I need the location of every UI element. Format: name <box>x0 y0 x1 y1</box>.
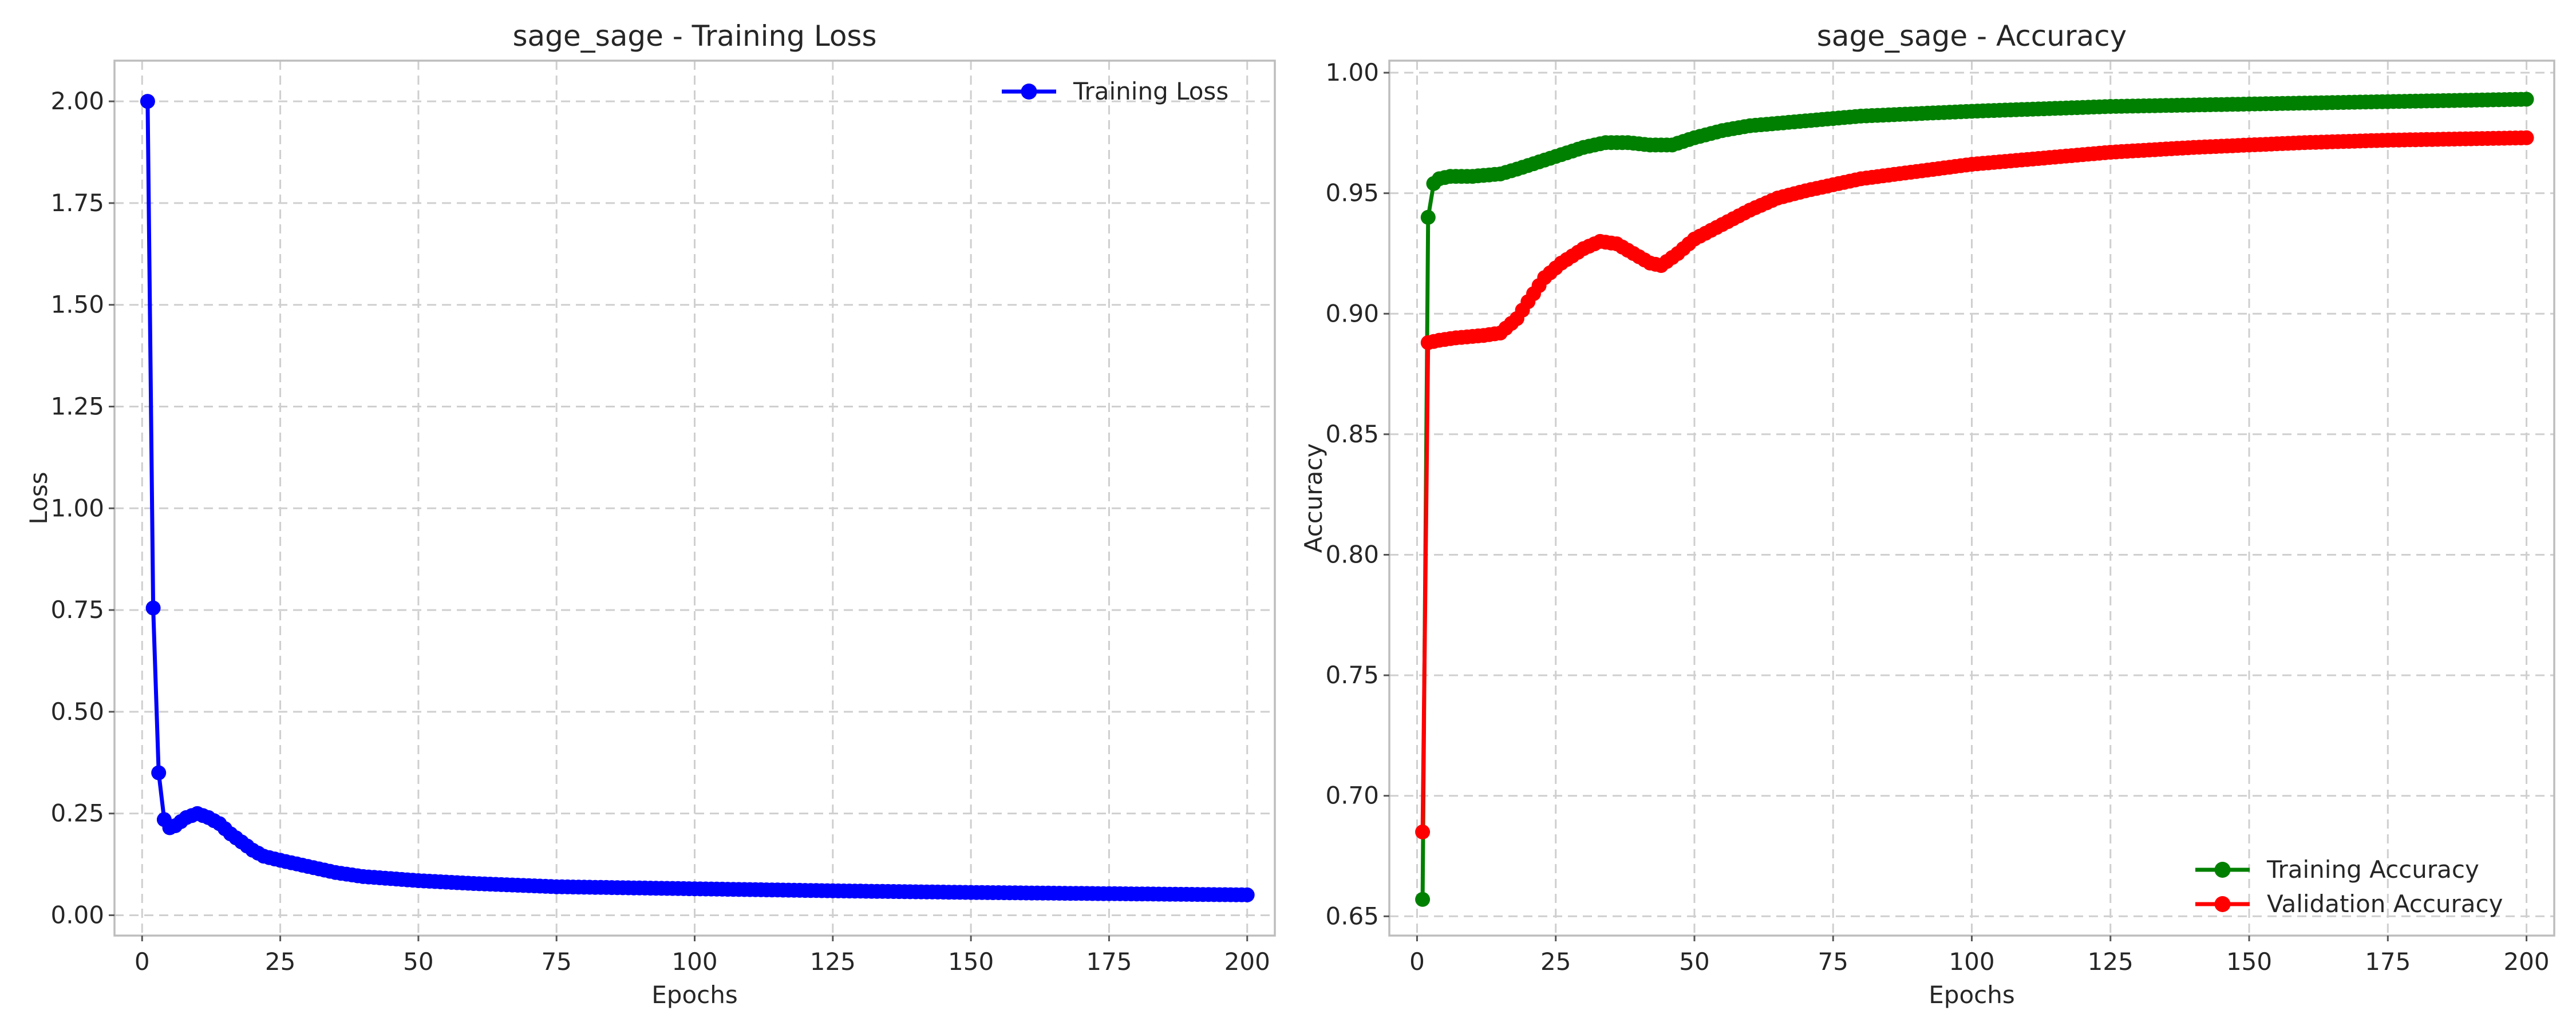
x-tick-label: 125 <box>2088 948 2134 976</box>
data-point <box>1420 209 1436 225</box>
legend-label: Training Accuracy <box>2266 855 2479 884</box>
y-tick-label: 1.25 <box>50 392 104 420</box>
x-tick-label: 125 <box>810 948 856 976</box>
y-tick-label: 1.75 <box>50 189 104 217</box>
legend: Training Accuracy Validation Accuracy <box>2195 855 2503 918</box>
y-tick-label: 0.00 <box>50 901 104 929</box>
legend: Training Loss <box>1002 77 1228 105</box>
series-1 <box>140 94 1255 902</box>
x-tick-label: 150 <box>2226 948 2272 976</box>
y-tick-label: 1.00 <box>50 494 104 522</box>
chart-title: sage_sage - Accuracy <box>1817 19 2127 53</box>
x-tick-label: 175 <box>2365 948 2411 976</box>
x-tick-label: 175 <box>1086 948 1132 976</box>
chart-panel-2: 0 25 50 75 100 125 150 175 200 0.65 0.70 0.75 0.80 0.… <box>1299 19 2555 1009</box>
y-tick-label: 0.65 <box>1325 902 1379 930</box>
chart-title: sage_sage - Training Loss <box>512 19 876 53</box>
data-point <box>2519 130 2534 145</box>
x-tick-label: 200 <box>1224 948 1270 976</box>
data-point <box>2519 92 2534 107</box>
y-tick-label: 0.50 <box>50 698 104 726</box>
series-1 <box>1415 92 2534 907</box>
x-tick-label: 0 <box>135 948 150 976</box>
y-axis-label: Accuracy <box>1299 443 1327 553</box>
y-tick-label: 0.25 <box>50 799 104 827</box>
y-tick-label: 0.85 <box>1325 420 1379 448</box>
data-point <box>1415 892 1431 907</box>
x-tick-label: 75 <box>1818 948 1848 976</box>
x-tick-label: 25 <box>1540 948 1571 976</box>
y-tick-label: 0.90 <box>1325 299 1379 327</box>
y-axis-label: Loss <box>25 472 53 524</box>
y-tick-label: 0.95 <box>1325 179 1379 207</box>
data-point <box>151 765 167 781</box>
series-line <box>1420 97 2527 900</box>
series-line <box>145 101 1247 897</box>
legend-label: Validation Accuracy <box>2267 890 2503 918</box>
y-tick-label: 0.75 <box>50 596 104 624</box>
x-tick-label: 75 <box>541 948 571 976</box>
legend-marker <box>1021 84 1037 100</box>
x-tick-label: 200 <box>2503 948 2549 976</box>
legend-marker <box>2214 862 2231 878</box>
legend-marker <box>2214 896 2231 912</box>
series-2 <box>1415 130 2534 839</box>
legend-label: Training Loss <box>1073 77 1228 105</box>
y-tick-label: 2.00 <box>50 87 104 115</box>
y-tick-label: 0.70 <box>1325 782 1379 810</box>
y-tick-label: 0.75 <box>1325 661 1379 689</box>
chart-panel-1: 0 25 50 75 100 125 150 175 200 0.00 0.25 0.50 0.75 1.… <box>25 19 1276 1009</box>
y-tick-label: 0.80 <box>1325 540 1379 568</box>
x-tick-label: 25 <box>265 948 295 976</box>
x-tick-label: 0 <box>1409 948 1425 976</box>
x-tick-label: 50 <box>1679 948 1709 976</box>
data-point <box>145 600 161 616</box>
y-tick-label: 1.00 <box>1325 58 1379 86</box>
data-point <box>1415 824 1431 839</box>
x-tick-label: 50 <box>403 948 433 976</box>
y-tick-label: 1.50 <box>50 291 104 319</box>
x-axis-label: Epochs <box>1929 981 2015 1009</box>
x-tick-label: 150 <box>948 948 994 976</box>
data-point <box>140 94 155 109</box>
data-point <box>1239 887 1255 902</box>
x-tick-label: 100 <box>671 948 717 976</box>
x-axis-label: Epochs <box>651 981 738 1009</box>
x-tick-label: 100 <box>1949 948 1994 976</box>
